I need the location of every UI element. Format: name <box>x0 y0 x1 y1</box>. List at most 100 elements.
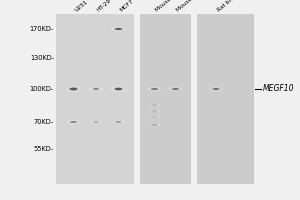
Bar <box>140 14 190 184</box>
Ellipse shape <box>151 124 158 126</box>
Ellipse shape <box>173 88 178 90</box>
Ellipse shape <box>116 121 121 123</box>
Ellipse shape <box>168 87 183 91</box>
Ellipse shape <box>152 88 157 90</box>
Ellipse shape <box>150 104 159 106</box>
Ellipse shape <box>113 27 124 31</box>
Text: U251: U251 <box>74 0 88 13</box>
Ellipse shape <box>149 116 160 118</box>
Ellipse shape <box>94 88 98 90</box>
Ellipse shape <box>169 87 182 91</box>
Ellipse shape <box>115 121 122 123</box>
Ellipse shape <box>66 86 81 92</box>
Ellipse shape <box>93 121 99 122</box>
Ellipse shape <box>116 88 121 90</box>
Ellipse shape <box>115 28 122 30</box>
Ellipse shape <box>112 86 125 92</box>
Ellipse shape <box>208 87 224 91</box>
Ellipse shape <box>214 88 218 90</box>
Ellipse shape <box>113 121 124 123</box>
Ellipse shape <box>93 88 99 90</box>
Ellipse shape <box>213 88 219 90</box>
Ellipse shape <box>65 120 82 124</box>
Ellipse shape <box>112 27 125 31</box>
Text: 55KD-: 55KD- <box>34 146 54 152</box>
Ellipse shape <box>115 121 122 123</box>
Ellipse shape <box>70 121 77 123</box>
Ellipse shape <box>147 104 162 106</box>
Ellipse shape <box>113 87 124 91</box>
Bar <box>56 14 134 184</box>
Ellipse shape <box>114 121 123 123</box>
Ellipse shape <box>148 87 161 91</box>
Ellipse shape <box>148 110 161 112</box>
Ellipse shape <box>94 121 98 123</box>
Ellipse shape <box>148 104 161 106</box>
Ellipse shape <box>146 87 163 91</box>
Ellipse shape <box>172 88 179 90</box>
Ellipse shape <box>151 124 158 126</box>
Ellipse shape <box>167 87 184 91</box>
Ellipse shape <box>115 88 122 90</box>
Ellipse shape <box>212 88 220 90</box>
Ellipse shape <box>212 88 220 90</box>
Ellipse shape <box>71 88 76 90</box>
Ellipse shape <box>114 27 123 31</box>
Ellipse shape <box>93 88 99 90</box>
Text: 170KD-: 170KD- <box>30 26 54 32</box>
Ellipse shape <box>111 26 126 32</box>
Ellipse shape <box>151 88 158 90</box>
Text: 70KD-: 70KD- <box>34 119 54 125</box>
Ellipse shape <box>148 124 161 126</box>
Ellipse shape <box>70 88 77 90</box>
Ellipse shape <box>148 116 161 118</box>
Ellipse shape <box>147 116 162 118</box>
Ellipse shape <box>92 88 100 90</box>
Ellipse shape <box>68 121 79 123</box>
Text: MEGF10: MEGF10 <box>262 84 294 93</box>
Ellipse shape <box>69 121 78 123</box>
Ellipse shape <box>66 120 81 124</box>
Ellipse shape <box>170 87 181 91</box>
Ellipse shape <box>147 110 162 112</box>
Ellipse shape <box>147 87 162 91</box>
Ellipse shape <box>151 104 158 106</box>
Ellipse shape <box>92 88 100 90</box>
Ellipse shape <box>90 87 102 91</box>
Text: 100KD-: 100KD- <box>30 86 54 92</box>
Ellipse shape <box>149 104 160 106</box>
Ellipse shape <box>149 110 160 112</box>
Ellipse shape <box>209 87 223 91</box>
Ellipse shape <box>67 86 80 92</box>
Ellipse shape <box>114 87 123 91</box>
Text: Mouse liver: Mouse liver <box>176 0 205 13</box>
Ellipse shape <box>110 26 127 32</box>
Text: Mouse brain: Mouse brain <box>154 0 185 13</box>
Ellipse shape <box>69 87 78 91</box>
Ellipse shape <box>149 124 160 126</box>
Ellipse shape <box>91 87 101 91</box>
Ellipse shape <box>152 88 158 90</box>
Ellipse shape <box>70 88 77 90</box>
Bar <box>134 14 140 184</box>
Ellipse shape <box>116 28 121 30</box>
Text: 130KD-: 130KD- <box>30 55 54 61</box>
Ellipse shape <box>149 87 160 91</box>
Ellipse shape <box>150 116 159 118</box>
Ellipse shape <box>115 88 122 90</box>
Ellipse shape <box>115 28 122 30</box>
Ellipse shape <box>211 87 221 91</box>
Ellipse shape <box>171 88 180 90</box>
Ellipse shape <box>150 124 159 126</box>
Ellipse shape <box>111 120 126 124</box>
Ellipse shape <box>68 87 79 91</box>
Text: MCF7: MCF7 <box>118 0 134 13</box>
Ellipse shape <box>71 121 76 123</box>
Ellipse shape <box>112 121 125 123</box>
Ellipse shape <box>152 124 157 126</box>
Ellipse shape <box>64 85 82 93</box>
Ellipse shape <box>147 124 162 126</box>
Ellipse shape <box>70 121 76 123</box>
Ellipse shape <box>111 86 126 92</box>
Ellipse shape <box>90 121 102 123</box>
